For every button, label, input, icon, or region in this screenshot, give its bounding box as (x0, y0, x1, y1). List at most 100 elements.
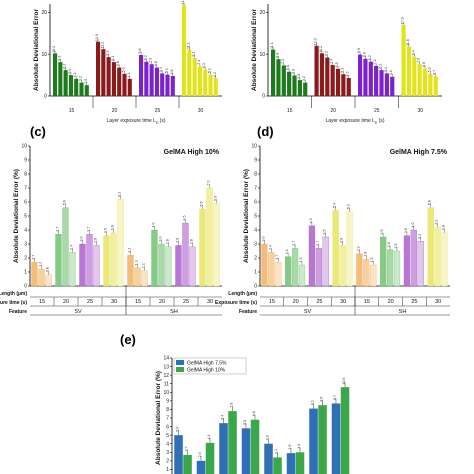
data-label: 6.8 (154, 61, 158, 66)
bar (134, 267, 141, 287)
bar (331, 403, 341, 474)
bar (69, 252, 76, 287)
data-label: 5.3 (346, 204, 350, 209)
bar (308, 225, 316, 287)
y-tick-label: 1 (24, 270, 27, 276)
bar (346, 211, 353, 287)
data-label: 6.6 (422, 62, 426, 67)
data-label: 4.0 (265, 435, 269, 440)
bar (203, 69, 208, 96)
data-label: 7.4 (330, 59, 334, 64)
data-label: 8.2 (368, 55, 372, 60)
bar (292, 248, 299, 287)
data-label: 2.9 (93, 238, 97, 243)
group-label: 30 (417, 108, 423, 114)
exposure-time-label: 20 (388, 299, 394, 305)
bar (346, 78, 351, 96)
data-label: 4.7 (433, 70, 437, 75)
exposure-time-label: 20 (63, 299, 69, 305)
bar (174, 435, 183, 474)
exposure-time-label: 15 (364, 299, 370, 305)
data-label: 3.5 (323, 230, 327, 235)
data-label: 6.2 (117, 192, 121, 197)
bar (79, 82, 84, 96)
bar (205, 442, 215, 474)
feature-label: SH (170, 309, 178, 315)
bar (55, 234, 62, 287)
y-axis-title: Absolute Deviational Error (251, 9, 258, 91)
exposure-time-label: 25 (183, 299, 189, 305)
bar (84, 85, 89, 96)
x-axis-title: Layer exposure time LE (s) (106, 118, 165, 125)
data-label: 7.6 (417, 58, 421, 63)
bar (441, 232, 448, 287)
bar (417, 64, 422, 96)
exposure-time-label: 30 (435, 299, 441, 305)
data-label: 5.1 (207, 68, 211, 73)
data-label: 8.9 (362, 52, 366, 57)
y-tick-label: 6 (254, 200, 257, 206)
data-label: 4.0 (411, 223, 415, 228)
feature-label: SV (304, 309, 312, 315)
y-tick-label: 2 (166, 459, 169, 465)
bar (74, 78, 79, 96)
bar (165, 74, 170, 96)
bar (62, 207, 69, 287)
y-tick-label: 3 (254, 242, 257, 248)
data-label: 4.5 (182, 216, 186, 221)
panel-title: GelMA High 10% (164, 149, 220, 156)
y-tick-label: 6 (24, 200, 27, 206)
group-label: 25 (374, 108, 380, 114)
data-label: 6.3 (202, 63, 206, 68)
bar (68, 75, 73, 96)
bar (315, 248, 322, 287)
data-label: 6.5 (335, 62, 339, 67)
data-label: 7.6 (149, 58, 153, 63)
bar (286, 453, 296, 474)
bar (363, 58, 368, 96)
y-tick-label: 4 (166, 441, 169, 447)
feature-label: SV (74, 309, 82, 315)
x-axis-title-subscript: E (156, 121, 159, 125)
data-label: 9.8 (138, 49, 142, 54)
y-tick-label: 10 (21, 144, 27, 150)
y-tick-label: 10 (251, 144, 257, 150)
bar (208, 74, 213, 96)
group-label: 25 (155, 108, 161, 114)
row-label: Exposure time (s) (215, 300, 257, 306)
y-tick-label: 7 (24, 186, 27, 192)
y-tick-label: 4 (24, 228, 27, 234)
bar (292, 75, 297, 96)
bar (228, 411, 237, 474)
bar (106, 57, 111, 96)
data-label: 5.5 (199, 202, 203, 207)
bar (384, 73, 389, 96)
y-tick-label: 7 (254, 186, 257, 192)
data-label: 2.6 (84, 79, 88, 84)
bar (196, 460, 206, 474)
bar (175, 245, 182, 287)
y-axis-title: Absolute Deviational Error (%) (13, 169, 20, 263)
data-label: 3.8 (110, 225, 114, 230)
y-tick-label: 9 (166, 399, 169, 405)
y-tick-label: 9 (254, 158, 257, 164)
data-label: 1.7 (275, 255, 279, 260)
data-label: 1.5 (370, 258, 374, 263)
bar (101, 49, 106, 96)
row-label: Feature (239, 309, 257, 315)
bar (38, 269, 45, 287)
bar (117, 67, 122, 96)
x-axis-title-subscript: E (375, 121, 378, 125)
bar (387, 249, 394, 287)
row-label: Length (µm) (228, 291, 257, 297)
x-axis-title: Layer exposure time LE (s) (325, 118, 384, 125)
bar (127, 78, 132, 96)
data-label: 10.2 (52, 46, 56, 53)
bar (271, 49, 276, 96)
exposure-time-label: 25 (411, 299, 417, 305)
bar (273, 457, 282, 474)
y-tick-label: 6 (166, 424, 169, 430)
data-label: 6.8 (116, 61, 120, 66)
bar (298, 264, 306, 287)
